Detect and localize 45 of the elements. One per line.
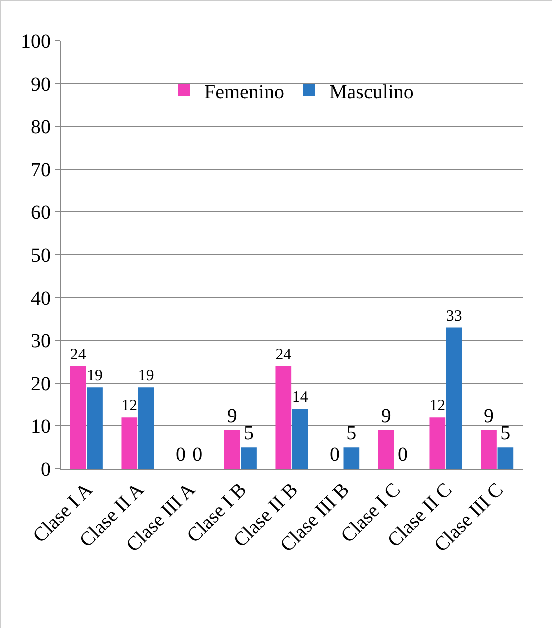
data-label: 9 [484, 405, 494, 428]
y-tick-label: 30 [31, 330, 51, 353]
data-label: 0 [176, 444, 186, 466]
data-label: 9 [381, 405, 392, 428]
data-label: 24 [70, 346, 86, 364]
bar [122, 418, 138, 469]
data-label: 12 [430, 398, 446, 415]
bar [276, 366, 292, 469]
data-label: 9 [227, 405, 238, 428]
data-label: 5 [500, 422, 511, 445]
data-label: 5 [244, 422, 254, 445]
data-label: 0 [192, 444, 203, 466]
legend-label: Masculino [330, 81, 414, 104]
bar [292, 409, 308, 469]
bar [138, 388, 154, 469]
data-label: 24 [276, 346, 292, 364]
bar [378, 430, 394, 469]
data-label: 19 [87, 368, 104, 385]
data-label: 33 [446, 308, 462, 325]
y-tick-label: 20 [31, 373, 51, 396]
data-label: 12 [122, 398, 138, 415]
y-tick-label: 80 [31, 116, 51, 139]
bar [481, 430, 497, 469]
bar [241, 448, 257, 469]
bar [498, 448, 514, 469]
y-tick-label: 60 [31, 202, 51, 224]
data-label: 5 [346, 422, 357, 445]
data-label: 0 [330, 444, 340, 466]
data-label: 19 [138, 368, 154, 385]
y-tick-label: 50 [31, 245, 51, 267]
y-tick-label: 100 [21, 31, 51, 53]
y-tick-label: 90 [31, 74, 51, 96]
bar [446, 328, 462, 469]
bar [344, 448, 360, 469]
y-tick-label: 0 [41, 459, 51, 481]
bar [430, 418, 446, 469]
data-label: 0 [398, 444, 408, 466]
bar [70, 366, 86, 469]
y-tick-label: 40 [31, 288, 51, 310]
bar [87, 388, 103, 469]
y-tick-label: 70 [31, 159, 51, 182]
legend-label: Femenino [204, 81, 284, 104]
y-tick-label: 10 [31, 416, 51, 438]
data-label: 14 [292, 389, 308, 406]
bar [224, 430, 240, 469]
